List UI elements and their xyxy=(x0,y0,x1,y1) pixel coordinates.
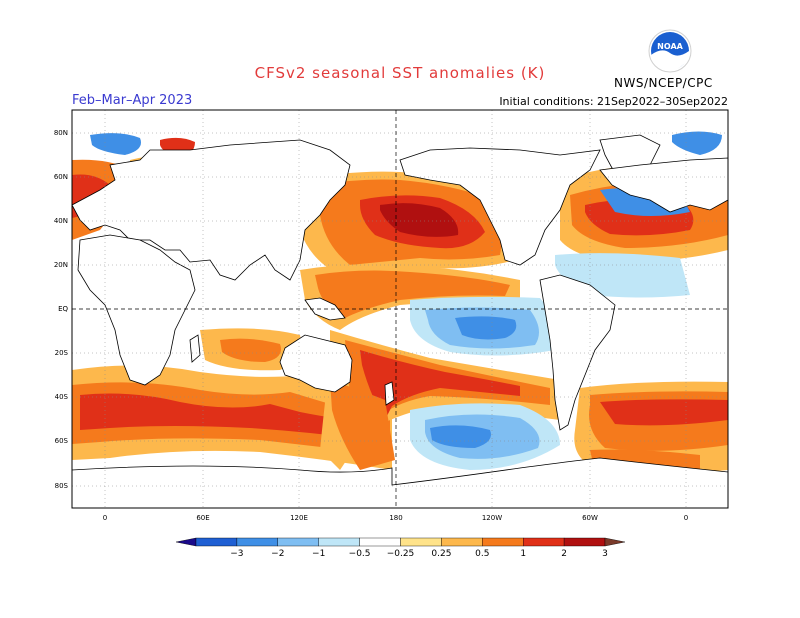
colorbar-label: 1 xyxy=(520,549,526,559)
lat-labels: 80N 60N 40N 20N EQ 20S 40S 60S 80S xyxy=(54,129,69,490)
north-america xyxy=(399,147,601,266)
colorbar-segment xyxy=(195,537,238,547)
lon-label: 0 xyxy=(103,514,107,522)
madagascar xyxy=(189,334,201,363)
colorbar-label: −0.25 xyxy=(387,549,415,559)
africa xyxy=(77,234,196,386)
lat-label: 60S xyxy=(55,437,69,445)
colorbar-segment xyxy=(482,537,524,547)
season-label: Feb–Mar–Apr 2023 xyxy=(72,93,193,108)
colorbar-extend-high xyxy=(604,537,626,547)
graticule xyxy=(72,110,728,508)
lat-label: 20S xyxy=(55,349,69,357)
colorbar-label: −3 xyxy=(230,549,243,559)
colorbar-label: 0.25 xyxy=(431,549,451,559)
agency-label: NWS/NCEP/CPC xyxy=(614,76,713,90)
continents xyxy=(72,134,728,508)
lat-label: EQ xyxy=(58,305,68,313)
lat-label: 40S xyxy=(55,393,69,401)
lat-label: 40N xyxy=(54,217,68,225)
colorbar-extend-low xyxy=(175,537,197,547)
lat-label: 80N xyxy=(54,129,68,137)
colorbar: −3 −2 −1 −0.5 −0.25 0.25 0.5 1 2 3 xyxy=(175,537,626,559)
colorbar-segment xyxy=(236,537,278,547)
colorbar-segment xyxy=(318,537,360,547)
colorbar-segment xyxy=(359,537,401,547)
colorbar-segment xyxy=(441,537,483,547)
map-border xyxy=(71,109,729,509)
colorbar-label: −0.5 xyxy=(349,549,371,559)
lon-label: 120E xyxy=(290,514,308,522)
lon-label: 180 xyxy=(389,514,402,522)
initial-conditions: Initial conditions: 21Sep2022–30Sep2022 xyxy=(499,95,728,108)
logo-text: NOAA xyxy=(657,42,683,51)
chart-title: CFSv2 seasonal SST anomalies (K) xyxy=(254,64,546,82)
eurasia-east xyxy=(599,157,728,213)
colorbar-label: 2 xyxy=(561,549,567,559)
new-zealand xyxy=(384,381,395,406)
lon-label: 60W xyxy=(582,514,598,522)
colorbar-label: 0.5 xyxy=(475,549,489,559)
lon-label: 120W xyxy=(482,514,502,522)
lat-label: 20N xyxy=(54,261,68,269)
lon-label: 60E xyxy=(196,514,209,522)
australia xyxy=(279,334,353,393)
noaa-logo-icon: NOAA xyxy=(648,29,692,73)
lon-labels: 0 60E 120E 180 120W 60W 0 xyxy=(103,514,688,522)
anomaly-field xyxy=(72,131,728,479)
colorbar-label: −2 xyxy=(271,549,284,559)
antarctica xyxy=(72,457,728,508)
colorbar-label: −1 xyxy=(312,549,325,559)
lon-label: 0 xyxy=(684,514,688,522)
lat-label: 60N xyxy=(54,173,68,181)
south-america xyxy=(539,274,616,431)
colorbar-segment xyxy=(523,537,565,547)
colorbar-segment xyxy=(400,537,442,547)
colorbar-segment xyxy=(277,537,319,547)
colorbar-segment xyxy=(563,537,606,547)
colorbar-label: 3 xyxy=(602,549,608,559)
lat-label: 80S xyxy=(55,482,69,490)
